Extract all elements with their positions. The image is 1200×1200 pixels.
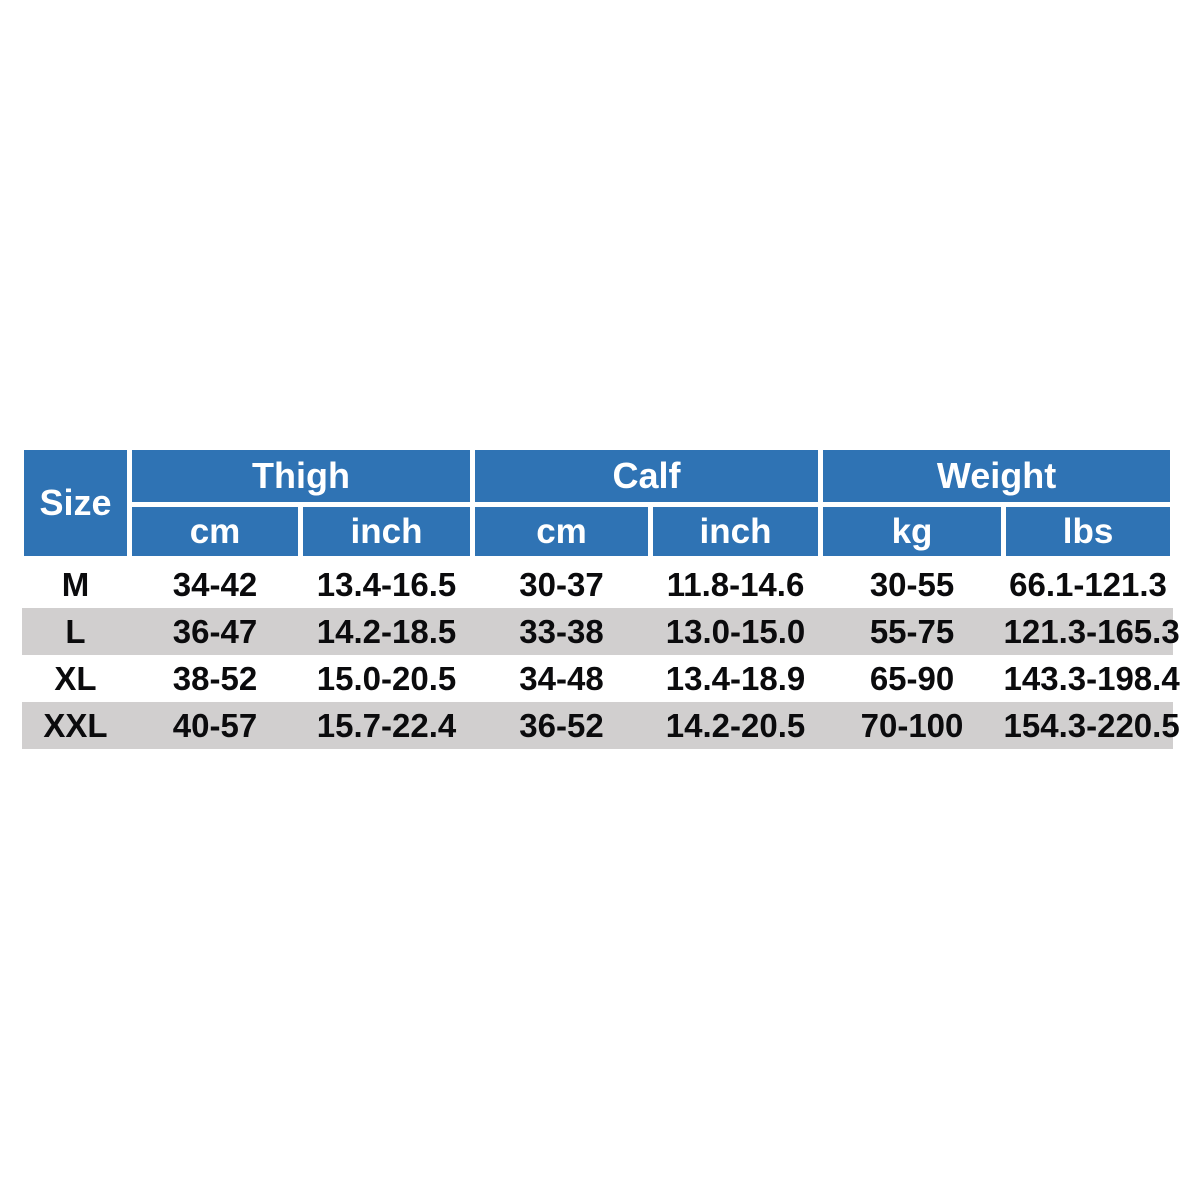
cell-xxl-thigh-cm: 40-57 — [172, 706, 258, 744]
cell-xl-calf-cm: 34-48 — [519, 659, 604, 697]
corner-header-size: Size — [19, 445, 132, 561]
subheader-thigh-cm: cm — [127, 502, 303, 561]
row-m-size-label: M — [61, 565, 90, 603]
size-chart-table: Size Thigh Calf Weight cm inch cm inch k… — [19, 445, 1180, 749]
header-sub-row: cm inch cm inch kg lbs — [22, 502, 1176, 561]
cell-xl-calf-inch: 13.4-18.9 — [665, 659, 806, 697]
cell-l-weight-lbs: 121.3-165.3 — [1003, 612, 1180, 650]
cell-m-calf-inch: 11.8-14.6 — [666, 565, 805, 603]
cell-xxl-thigh-inch: 15.7-22.4 — [316, 706, 457, 744]
cell-m-weight-kg: 30-55 — [869, 565, 955, 603]
cell-l-thigh-cm: 36-47 — [172, 612, 258, 650]
cell-xl-thigh-cm: 38-52 — [172, 659, 258, 697]
cell-xxl-weight-kg: 70-100 — [860, 706, 964, 744]
subheader-calf-inch: inch — [647, 502, 824, 561]
cell-xl-thigh-inch: 15.0-20.5 — [316, 659, 457, 697]
subheader-calf-cm: cm — [470, 502, 653, 561]
table-row-m: M 34-42 13.4-16.5 30-37 11.8-14.6 30-55 … — [21, 558, 1173, 608]
table-row-l: L 36-47 14.2-18.5 33-38 13.0-15.0 55-75 … — [21, 608, 1180, 655]
table-header: Size Thigh Calf Weight cm inch cm inch k… — [19, 445, 1176, 561]
header-group-row: Size Thigh Calf Weight — [19, 445, 1176, 561]
cell-xxl-weight-lbs: 154.3-220.5 — [1003, 706, 1180, 744]
row-xl-size-label: XL — [54, 659, 97, 697]
cell-m-thigh-inch: 13.4-16.5 — [316, 565, 457, 603]
cell-l-calf-inch: 13.0-15.0 — [665, 612, 806, 650]
cell-l-calf-cm: 33-38 — [519, 612, 604, 650]
table-row-xxl: XXL 40-57 15.7-22.4 36-52 14.2-20.5 70-1… — [21, 702, 1180, 749]
cell-xxl-calf-cm: 36-52 — [519, 706, 604, 744]
group-header-thigh: Thigh — [127, 445, 475, 507]
cell-l-weight-kg: 55-75 — [869, 612, 955, 650]
table-row-xl: XL 38-52 15.0-20.5 34-48 13.4-18.9 65-90… — [21, 655, 1180, 702]
subheader-weight-lbs: lbs — [1001, 502, 1176, 561]
cell-m-calf-cm: 30-37 — [519, 565, 604, 603]
row-xxl-size-label: XXL — [43, 706, 108, 744]
subheader-weight-kg: kg — [818, 502, 1007, 561]
cell-xl-weight-lbs: 143.3-198.4 — [1003, 659, 1180, 697]
cell-m-thigh-cm: 34-42 — [172, 565, 258, 603]
cell-xxl-calf-inch: 14.2-20.5 — [665, 706, 806, 744]
group-header-calf: Calf — [469, 445, 824, 507]
cell-xl-weight-kg: 65-90 — [869, 659, 955, 697]
table-body: M 34-42 13.4-16.5 30-37 11.8-14.6 30-55 … — [21, 558, 1180, 749]
cell-m-weight-lbs: 66.1-121.3 — [1009, 565, 1167, 603]
subheader-thigh-inch: inch — [298, 502, 475, 561]
row-l-size-label: L — [65, 612, 86, 650]
group-header-weight: Weight — [818, 445, 1176, 507]
cell-l-thigh-inch: 14.2-18.5 — [316, 612, 457, 650]
